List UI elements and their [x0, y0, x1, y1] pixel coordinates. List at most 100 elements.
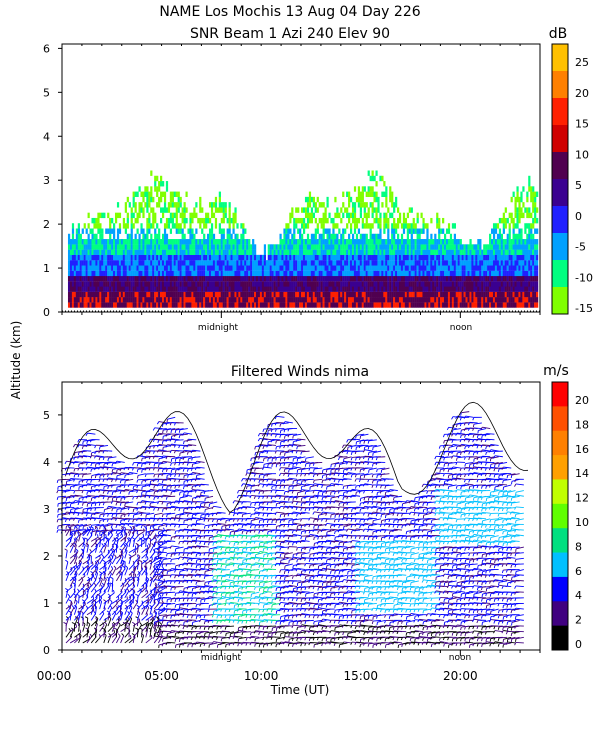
snr-cell [259, 254, 263, 261]
snr-cell [226, 228, 229, 234]
snr-cell [412, 265, 415, 271]
wind-barb [78, 531, 86, 537]
snr-cell [101, 228, 104, 234]
snr-cell [308, 265, 312, 271]
snr-cell [306, 291, 310, 298]
snr-cell [516, 233, 519, 240]
snr-cell [349, 212, 353, 219]
snr-cell [471, 286, 474, 292]
snr-cell [293, 228, 296, 234]
snr-cell [301, 254, 304, 261]
snr-cell [163, 254, 167, 261]
snr-cell [109, 223, 112, 229]
snr-cell [236, 249, 239, 255]
wind-barb [83, 524, 92, 527]
snr-cell [530, 186, 533, 192]
snr-cell [85, 260, 88, 266]
snr-cell [316, 223, 319, 229]
snr-cell [116, 297, 120, 303]
wind-barb-flag [81, 450, 84, 454]
snr-cell [310, 275, 314, 282]
wind-barb [99, 620, 107, 627]
snr-cell [138, 186, 141, 192]
snr-cell [150, 207, 153, 213]
snr-cell [175, 202, 178, 208]
wind-barb [115, 635, 121, 644]
wind-barb-flag [77, 529, 80, 533]
snr-cell [248, 244, 251, 250]
snr-cell [393, 202, 396, 208]
snr-cell [506, 260, 509, 266]
snr-cell [218, 302, 221, 308]
snr-cell [208, 297, 212, 303]
snr-cell [252, 302, 255, 308]
snr-cell [481, 281, 484, 287]
snr-cell [361, 275, 364, 282]
wind-barb-flag [77, 519, 80, 523]
snr-cell [136, 191, 139, 197]
snr-cell [250, 260, 253, 266]
snr-cell [220, 249, 223, 255]
snr-cell [197, 254, 200, 261]
snr-cell [377, 265, 380, 271]
snr-cell [455, 265, 458, 271]
wind-barb-flag [113, 627, 117, 630]
snr-cell [363, 286, 366, 292]
snr-cell [226, 249, 229, 255]
wind-barb-flag [98, 462, 101, 466]
wind-barb-flag [111, 479, 114, 483]
wind-barb-flag [90, 525, 93, 529]
snr-cell [447, 223, 451, 229]
snr-cell [383, 254, 386, 261]
snr-cell [79, 281, 82, 287]
snr-cell [365, 297, 368, 303]
snr-cell [473, 265, 476, 271]
snr-cell [136, 260, 139, 266]
snr-cell [148, 223, 151, 229]
wind-barb [94, 618, 99, 627]
snr-cell [261, 302, 265, 308]
snr-cell [128, 244, 131, 250]
snr-cell [293, 249, 296, 255]
snr-cell [518, 275, 521, 282]
wind-barb [95, 557, 101, 565]
wind-barb [70, 501, 79, 505]
snr-cell [257, 265, 261, 271]
wind-barb-flag [94, 475, 97, 479]
snr-cell [114, 291, 118, 298]
wind-barb [69, 607, 75, 615]
snr-cell [449, 275, 453, 282]
wind-barb-flag [82, 441, 84, 445]
snr-cell [332, 223, 335, 229]
wind-barb [121, 507, 130, 510]
snr-cell [312, 265, 315, 271]
snr-cell [434, 270, 437, 277]
snr-cell [214, 260, 218, 266]
snr-cell [344, 265, 347, 271]
snr-cell [496, 265, 500, 271]
wind-barb [65, 603, 73, 610]
snr-cell [169, 228, 173, 234]
snr-cell [471, 260, 474, 266]
snr-cell [199, 223, 202, 229]
snr-cell [93, 270, 96, 277]
snr-cell [418, 260, 421, 266]
snr-cell [132, 191, 135, 197]
snr-cell [232, 254, 235, 261]
snr-cell [279, 260, 282, 266]
snr-cell [293, 286, 296, 292]
wind-barb-flag [81, 490, 84, 494]
snr-cell [326, 270, 329, 277]
snr-cell [418, 265, 421, 271]
snr-cell [465, 286, 468, 292]
wind-barb [90, 572, 94, 581]
wind-barb-flag [91, 601, 94, 605]
snr-cell [289, 275, 292, 282]
snr-cell [379, 270, 382, 277]
snr-cell [442, 270, 445, 277]
snr-cell [398, 275, 402, 282]
snr-cell [389, 244, 392, 250]
snr-cell [528, 233, 531, 240]
snr-cell [169, 196, 173, 203]
snr-cell [230, 281, 233, 287]
